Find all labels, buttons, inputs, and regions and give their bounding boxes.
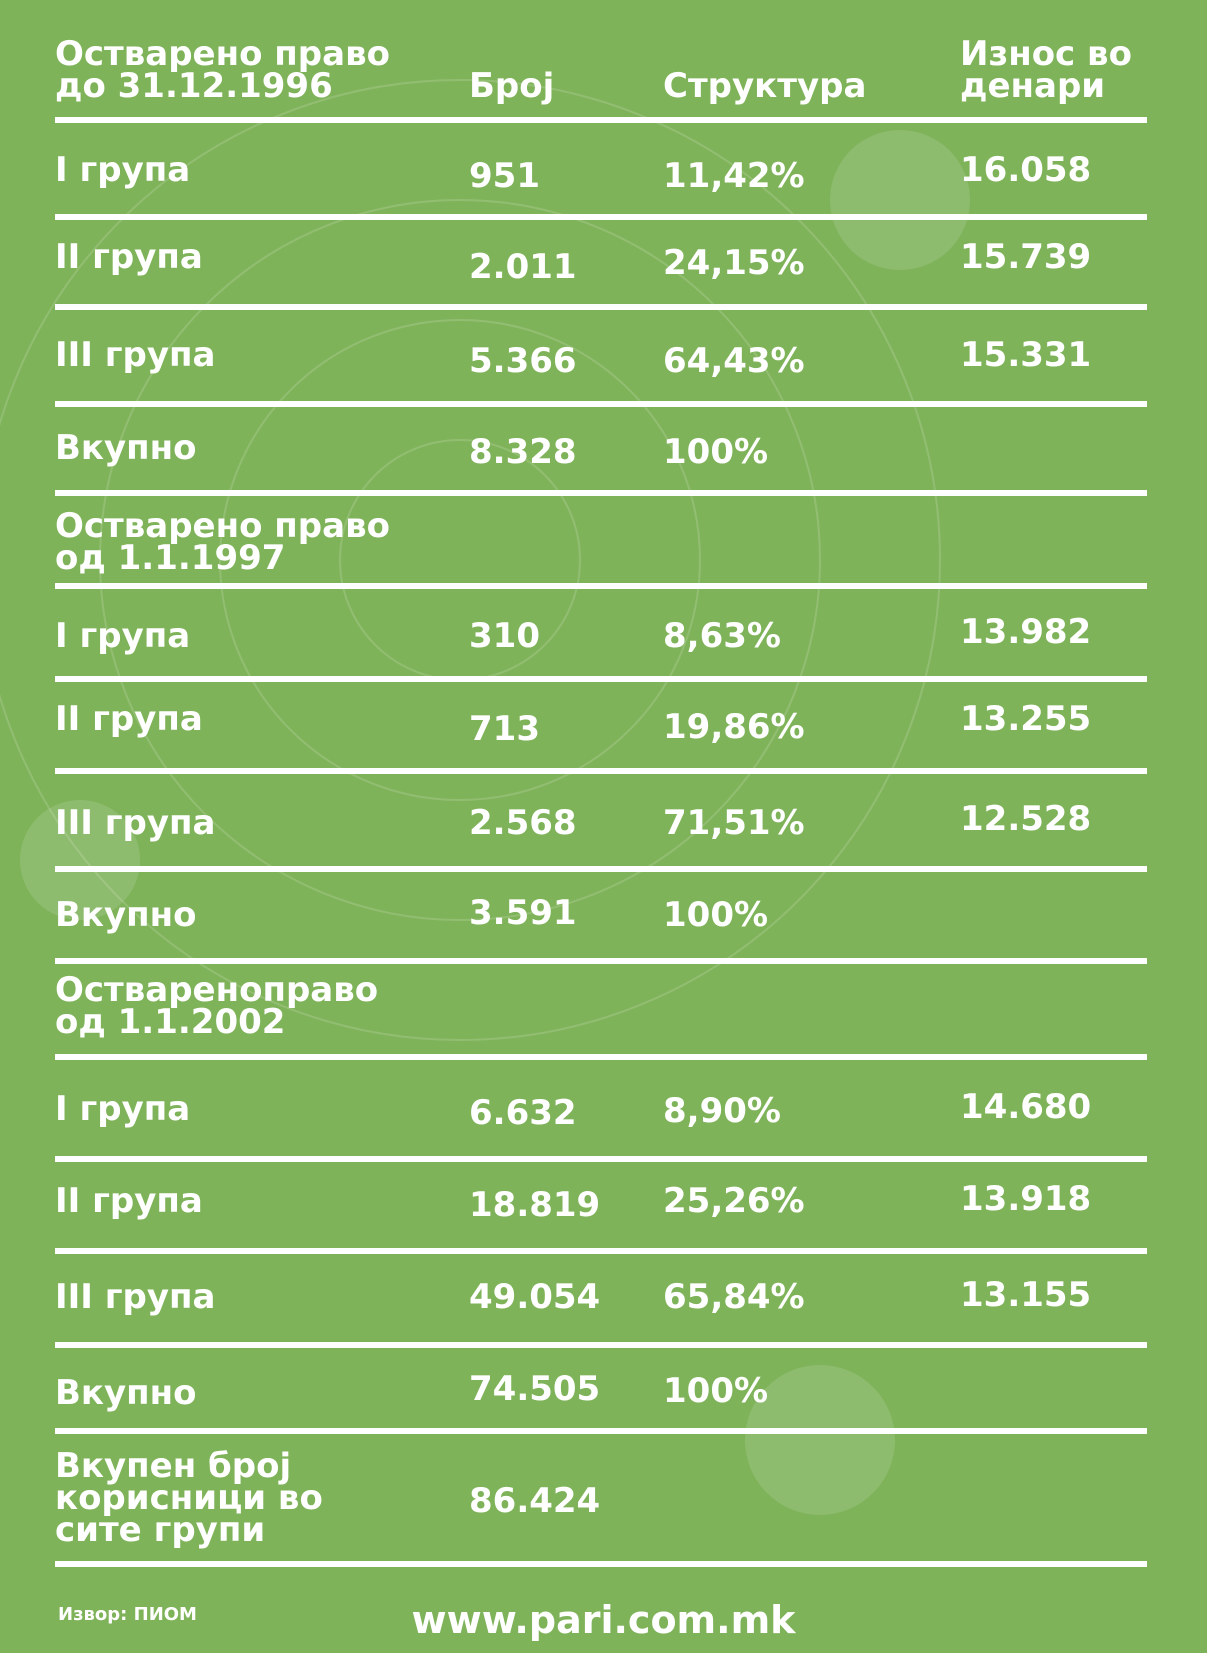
table-row: II група 2.011 24,15% 15.739 [55, 220, 1147, 310]
table-row-total: Вкупно 8.328 100% [55, 407, 1147, 496]
header-label: Остварено право до 31.12.1996 [55, 34, 390, 106]
grand-total-row: Вкупен број корисници во сите групи 86.4… [55, 1434, 1147, 1567]
table-row: I група 951 11,42% 16.058 [55, 123, 1147, 220]
grand-total-label: Вкупен број корисници во сите групи [55, 1446, 323, 1550]
grand-total-count: 86.424 [469, 1481, 601, 1521]
section-title: Остварено право од 1.1.1997 [55, 496, 1147, 589]
table-row: II група 18.819 25,26% 13.918 [55, 1162, 1147, 1254]
pension-table: Остварено право до 31.12.1996 Број Струк… [55, 30, 1147, 1567]
source-note: Извор: ПИОМ [58, 1604, 197, 1625]
table-row-total: Вкупно 3.591 100% [55, 872, 1147, 964]
header-structure: Структура [663, 66, 867, 106]
table-row: III група 5.366 64,43% 15.331 [55, 310, 1147, 407]
table-header: Остварено право до 31.12.1996 Број Струк… [55, 30, 1147, 123]
table-row: II група 713 19,86% 13.255 [55, 682, 1147, 774]
table-row: III група 49.054 65,84% 13.155 [55, 1254, 1147, 1348]
table-row: I група 6.632 8,90% 14.680 [55, 1060, 1147, 1162]
site-url: www.pari.com.mk [411, 1598, 796, 1642]
table-row: III група 2.568 71,51% 12.528 [55, 774, 1147, 872]
section-title: Оствареноправо од 1.1.2002 [55, 964, 1147, 1060]
header-amount: Износ во денари [960, 34, 1132, 106]
table-row-total: Вкупно 74.505 100% [55, 1348, 1147, 1434]
table-row: I група 310 8,63% 13.982 [55, 589, 1147, 682]
header-count: Број [469, 66, 555, 106]
